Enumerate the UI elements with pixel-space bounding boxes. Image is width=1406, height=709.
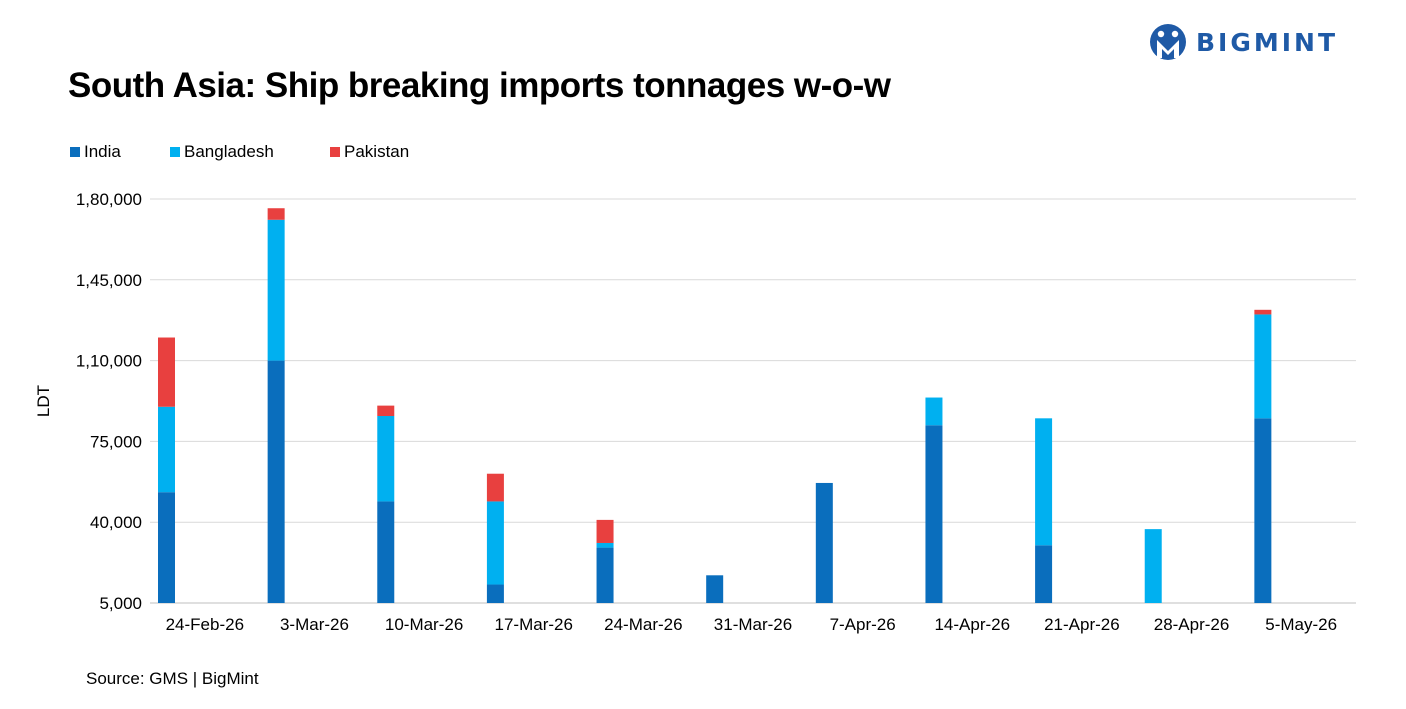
brand-logo: BIGMINT [1148,20,1338,64]
y-tick-label: 1,80,000 [76,190,142,209]
bar-bangladesh [1035,418,1053,546]
legend-label-pakistan: Pakistan [344,142,410,161]
bar-bangladesh [158,406,175,493]
legend-item-bangladesh: Bangladesh [170,142,330,162]
bar-india [596,547,614,603]
bar-bangladesh [596,542,614,548]
x-tick-label: 17-Mar-26 [495,615,573,634]
y-axis-label: LDT [34,385,53,417]
bar-india [815,482,833,603]
legend-label-india: India [84,142,121,161]
bar-bangladesh [925,397,943,426]
bar-india [925,425,943,603]
y-tick-label: 5,000 [99,594,142,613]
x-tick-label: 14-Apr-26 [934,615,1010,634]
x-tick-label: 28-Apr-26 [1154,615,1230,634]
bar-india [377,501,395,603]
legend-label-bangladesh: Bangladesh [184,142,274,161]
chart-title: South Asia: Ship breaking imports tonnag… [68,66,891,105]
x-tick-label: 24-Feb-26 [166,615,244,634]
bar-pakistan [158,337,175,407]
bar-pakistan [596,519,614,543]
x-tick-label: 5-May-26 [1265,615,1337,634]
bar-bangladesh [486,501,504,585]
legend-item-pakistan: Pakistan [330,142,409,162]
y-tick-label: 40,000 [90,513,142,532]
bar-india [1035,545,1053,603]
y-tick-label: 75,000 [90,432,142,451]
bar-pakistan [267,208,285,220]
legend-swatch-india [70,147,80,157]
bigmint-logo-icon [1150,24,1186,60]
bar-india [1254,418,1272,603]
bar-bangladesh [377,416,395,502]
bar-pakistan [1254,309,1272,315]
x-tick-label: 24-Mar-26 [604,615,682,634]
x-tick-label: 10-Mar-26 [385,615,463,634]
chart-legend: India Bangladesh Pakistan [70,142,409,162]
bar-india [267,360,285,603]
bar-pakistan [377,405,395,417]
legend-item-india: India [70,142,170,162]
y-tick-label: 1,10,000 [76,352,142,371]
bar-bangladesh [1254,314,1272,419]
x-tick-label: 31-Mar-26 [714,615,792,634]
bar-india [158,492,175,603]
brand-name: BIGMINT [1196,27,1339,57]
x-tick-label: 7-Apr-26 [830,615,896,634]
bar-india [706,575,724,603]
source-note: Source: GMS | BigMint [86,669,259,688]
legend-swatch-pakistan [330,147,340,157]
bar-india [486,584,504,603]
bar-bangladesh [1144,529,1162,603]
bar-bangladesh [267,219,285,361]
x-tick-label: 21-Apr-26 [1044,615,1120,634]
y-tick-label: 1,45,000 [76,271,142,290]
x-tick-label: 3-Mar-26 [280,615,349,634]
legend-swatch-bangladesh [170,147,180,157]
bar-pakistan [486,473,504,502]
